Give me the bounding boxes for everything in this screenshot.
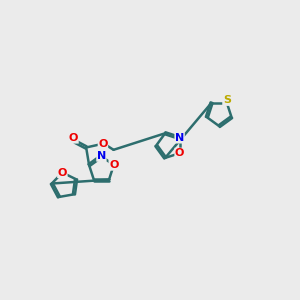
Text: O: O	[58, 168, 67, 178]
Text: O: O	[175, 148, 184, 158]
Text: S: S	[223, 95, 231, 105]
Text: N: N	[97, 151, 106, 161]
Text: N: N	[175, 133, 184, 143]
Text: O: O	[69, 133, 78, 143]
Text: O: O	[109, 160, 119, 170]
Text: O: O	[98, 139, 108, 149]
